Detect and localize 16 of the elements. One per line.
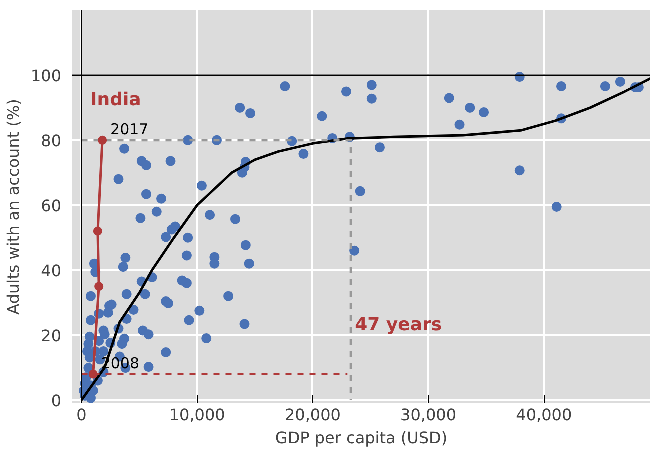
series-label: India — [90, 89, 142, 110]
x-tick-label: 20,000 — [284, 406, 341, 424]
annotation: 47 years — [355, 314, 442, 336]
x-tick-label: 40,000 — [516, 406, 572, 424]
y-tick-label: 100 — [30, 66, 62, 86]
y-tick-label: 20 — [41, 326, 62, 346]
x-tick-label: 0 — [76, 406, 87, 424]
y-axis-title: Adults with an account (%) — [4, 99, 23, 315]
annotation: 2017 — [110, 120, 149, 138]
y-tick-label: 0 — [51, 391, 62, 410]
y-tick-label: 60 — [41, 196, 62, 216]
y-tick-label: 40 — [41, 261, 62, 280]
y-tick-label: 80 — [41, 131, 62, 150]
x-axis-title: GDP per capita (USD) — [275, 428, 448, 448]
x-tick-label: 10,000 — [169, 406, 226, 424]
x-tick-label: 30,000 — [400, 406, 457, 424]
